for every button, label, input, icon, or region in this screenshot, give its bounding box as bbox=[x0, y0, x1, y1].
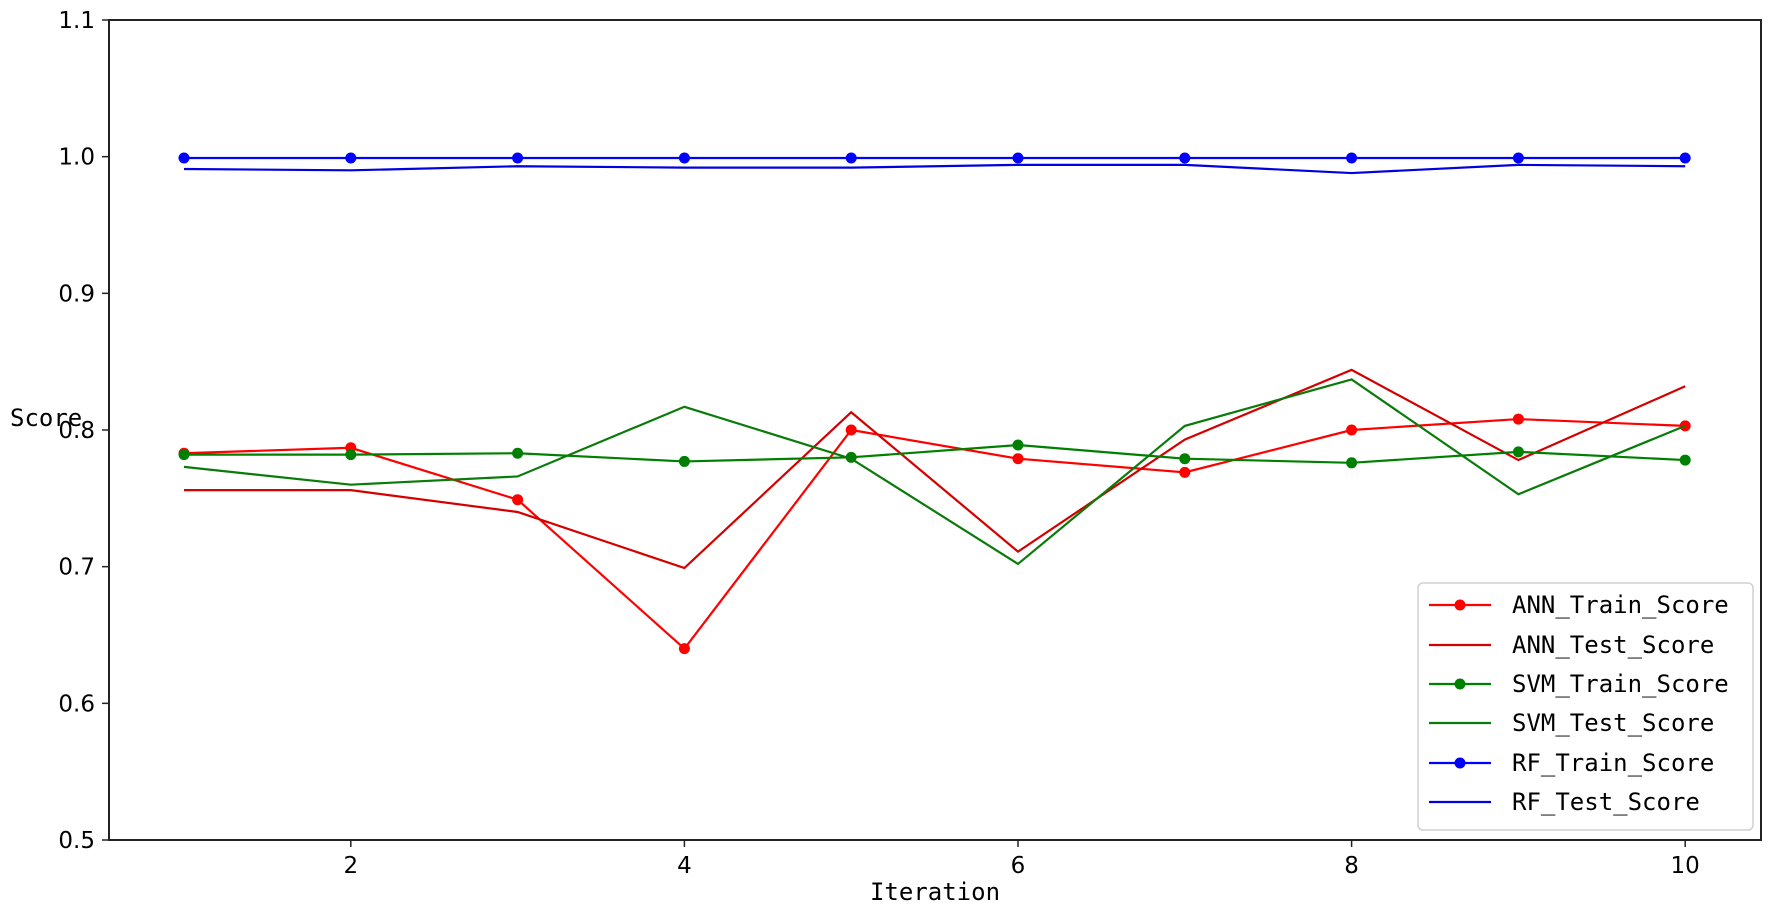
data-point-marker bbox=[678, 455, 690, 467]
series-svm-test-score bbox=[183, 378, 1686, 566]
plot-area bbox=[178, 152, 1691, 655]
legend-label: ANN_Train_Score bbox=[1512, 591, 1729, 619]
x-tick-label: 8 bbox=[1344, 853, 1359, 879]
data-point-marker bbox=[1012, 152, 1024, 164]
series-rf-train-score bbox=[178, 152, 1691, 164]
legend-item: ANN_Test_Score bbox=[1429, 631, 1714, 659]
series-line bbox=[183, 417, 1686, 651]
series-line bbox=[183, 163, 1686, 175]
y-tick-label: 0.5 bbox=[58, 828, 95, 854]
data-point-marker bbox=[512, 447, 524, 459]
legend-item: ANN_Train_Score bbox=[1429, 591, 1729, 619]
data-point-marker bbox=[1012, 439, 1024, 451]
legend-item: SVM_Train_Score bbox=[1429, 670, 1729, 698]
data-point-marker bbox=[678, 643, 690, 655]
legend-item: RF_Train_Score bbox=[1429, 749, 1714, 777]
legend-item: SVM_Test_Score bbox=[1429, 709, 1714, 737]
data-point-marker bbox=[1512, 413, 1524, 425]
y-axis-ticks: 0.5 0.6 0.7 0.8 0.9 1.0 1.1 bbox=[58, 8, 109, 854]
legend-label: ANN_Test_Score bbox=[1512, 631, 1714, 659]
series-ann-test-score bbox=[184, 368, 1686, 570]
y-tick-label: 1.0 bbox=[58, 145, 95, 171]
y-tick-label: 0.7 bbox=[58, 555, 95, 581]
x-tick-label: 10 bbox=[1671, 853, 1700, 879]
x-axis-label: Iteration bbox=[870, 878, 1000, 906]
series-line bbox=[184, 443, 1686, 464]
series-line bbox=[183, 378, 1686, 566]
data-point-marker bbox=[845, 424, 857, 436]
data-point-marker bbox=[1512, 152, 1524, 164]
data-point-marker bbox=[345, 152, 357, 164]
x-tick-label: 6 bbox=[1011, 853, 1026, 879]
legend-label: RF_Train_Score bbox=[1512, 749, 1714, 777]
data-point-marker bbox=[1512, 446, 1524, 458]
data-point-marker bbox=[1346, 424, 1358, 436]
data-point-marker bbox=[345, 449, 357, 461]
y-axis-label: Score bbox=[10, 404, 82, 432]
data-point-marker bbox=[178, 152, 190, 164]
data-point-marker bbox=[1679, 454, 1691, 466]
legend-marker-swatch bbox=[1454, 599, 1466, 611]
legend-label: SVM_Test_Score bbox=[1512, 709, 1714, 737]
data-point-marker bbox=[1346, 152, 1358, 164]
data-point-marker bbox=[1012, 453, 1024, 465]
y-tick-label: 0.9 bbox=[58, 281, 95, 307]
legend-box bbox=[1417, 582, 1754, 831]
y-tick-label: 1.1 bbox=[58, 8, 95, 34]
data-point-marker bbox=[512, 152, 524, 164]
data-point-marker bbox=[1179, 453, 1191, 465]
y-tick-label: 0.8 bbox=[58, 418, 95, 444]
data-point-marker bbox=[1346, 457, 1358, 469]
legend-marker-swatch bbox=[1454, 678, 1466, 690]
x-tick-label: 2 bbox=[343, 853, 358, 879]
data-point-marker bbox=[678, 152, 690, 164]
legend-label: SVM_Train_Score bbox=[1512, 670, 1729, 698]
x-tick-label: 4 bbox=[677, 853, 692, 879]
legend: ANN_Train_Score ANN_Test_Score SVM_Train_S… bbox=[1417, 582, 1754, 831]
legend-item: RF_Test_Score bbox=[1429, 788, 1700, 816]
y-tick-label: 0.6 bbox=[58, 691, 95, 717]
data-point-marker bbox=[1679, 152, 1691, 164]
data-point-marker bbox=[845, 152, 857, 164]
series-ann-train-score bbox=[178, 413, 1691, 655]
series-line bbox=[184, 368, 1686, 570]
x-axis-ticks: 2 4 6 8 10 bbox=[343, 840, 1700, 879]
data-point-marker bbox=[1179, 152, 1191, 164]
legend-marker-swatch bbox=[1454, 757, 1466, 769]
data-point-marker bbox=[512, 494, 524, 506]
data-point-marker bbox=[1179, 466, 1191, 478]
series-svm-train-score bbox=[178, 439, 1691, 469]
data-point-marker bbox=[178, 449, 190, 461]
legend-label: RF_Test_Score bbox=[1512, 788, 1700, 816]
series-rf-test-score bbox=[183, 163, 1686, 175]
